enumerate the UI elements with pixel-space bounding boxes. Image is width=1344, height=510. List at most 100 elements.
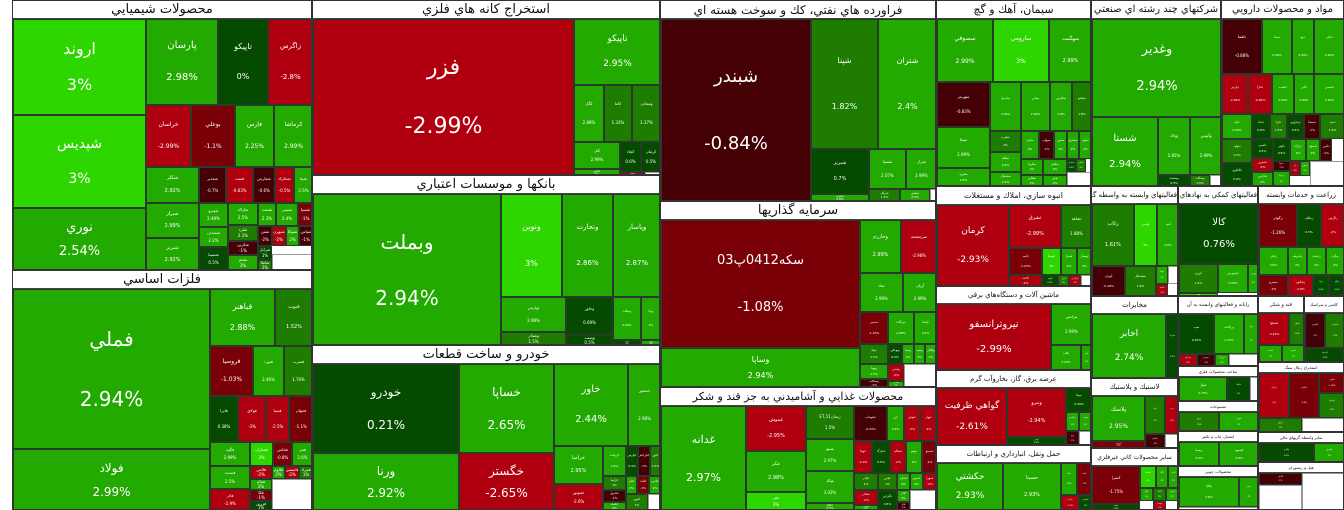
stock-tile[interactable]: دكيمي 0.5%	[1252, 139, 1273, 158]
stock-tile[interactable]: غكر 2.98%	[746, 451, 806, 492]
stock-tile[interactable]: شفن -2%	[258, 226, 272, 246]
stock-tile[interactable]: دزهراوي 0.5%	[1287, 114, 1304, 139]
stock-tile[interactable]: كرازي 2%	[1166, 488, 1177, 501]
stock-tile[interactable]: گواهي ظرفيت -2.61%	[937, 388, 1007, 444]
stock-tile[interactable]: نماد 2.99%	[860, 273, 903, 312]
stock-tile[interactable]: چدن 2%	[1239, 477, 1257, 507]
stock-tile[interactable]: غشهداب -0.03%	[854, 406, 887, 441]
stock-tile[interactable]: كخاك 1%	[1153, 488, 1166, 501]
sector-title[interactable]: سرمايه گذاريها	[661, 202, 935, 220]
stock-tile[interactable]: پارتا 1%	[1145, 396, 1165, 434]
stock-tile[interactable]: غپينو 2%	[906, 441, 922, 473]
sector-title[interactable]: زراعت و خدمات وابسته	[1259, 187, 1343, 204]
stock-tile[interactable]: شاراك 2.5%	[228, 203, 258, 225]
stock-tile[interactable]: دتماد 0.6%	[1252, 114, 1270, 139]
stock-tile[interactable]: سشمال 2.9%	[990, 172, 1021, 185]
stock-tile[interactable]: فجر 2.6%	[292, 442, 311, 466]
sector-title[interactable]: حمل ونقل، انبارداري و ارتباطات	[937, 446, 1090, 463]
stock-tile[interactable]: سخاش 0.5%	[1067, 159, 1076, 172]
stock-tile[interactable]: ورنا 2.92%	[313, 453, 459, 509]
stock-tile[interactable]: فروسيا -1.03%	[210, 346, 253, 396]
sector-title[interactable]: استخراج كانه هاي فلزي	[313, 1, 659, 19]
stock-tile[interactable]: سدور 2%	[1054, 131, 1067, 159]
stock-tile[interactable]: شجم 2%	[228, 255, 258, 269]
stock-tile[interactable]: فايرا 0.38%	[210, 396, 238, 442]
stock-tile[interactable]: ثزاگرس -2%	[1069, 275, 1081, 285]
stock-tile[interactable]: دامين -1%	[1320, 139, 1332, 161]
stock-tile[interactable]: ثنام3%	[1179, 293, 1218, 295]
stock-tile[interactable]: تاپيكو 2.95%	[574, 19, 659, 85]
stock-tile[interactable]: خريخت 2.6%	[603, 446, 626, 476]
sector-title[interactable]: خودرو و ساخت قطعات	[313, 346, 659, 364]
stock-tile[interactable]: ثاخت -2%	[1009, 275, 1042, 285]
stock-tile[interactable]: فسبا -2.5%	[266, 396, 289, 442]
stock-tile[interactable]: حفاري -1.08%	[1319, 373, 1343, 393]
stock-tile[interactable]: وكغدير 2%	[888, 381, 904, 386]
stock-tile[interactable]: دشيمي 2.99%	[1314, 74, 1343, 114]
stock-tile[interactable]: فجام 2%	[250, 479, 272, 490]
sector-title[interactable]: ماشين آلات و دستگاه‌هاي برقي	[937, 287, 1090, 304]
stock-tile[interactable]: وپارس 2.98%	[501, 297, 566, 332]
stock-tile[interactable]: غويتا -2.9%	[854, 441, 872, 473]
sector-title[interactable]: استخراج زغال سنگ	[1259, 363, 1343, 373]
stock-tile[interactable]: خراسان -2.99%	[146, 105, 191, 167]
stock-tile[interactable]: شراز 2.99%	[906, 149, 935, 189]
stock-tile[interactable]: سنير 2%	[1043, 175, 1067, 185]
stock-tile[interactable]: كيسون 2.6%	[1219, 442, 1257, 465]
stock-tile[interactable]: كچاد 0.6%	[620, 142, 641, 172]
sector-title[interactable]: شركتهاي چند رشته اي صنعتي	[1092, 1, 1220, 19]
stock-tile[interactable]: قمرو 2%	[1282, 345, 1303, 361]
stock-tile[interactable]: وغدير 2.94%	[1092, 19, 1220, 117]
stock-tile[interactable]: سيلام 2.9%	[990, 152, 1021, 172]
stock-tile[interactable]: ولشرق 2%	[1314, 443, 1343, 461]
stock-tile[interactable]: خساپا 2.65%	[459, 364, 554, 453]
stock-tile[interactable]: ثالوند 0.5%	[1042, 275, 1058, 285]
stock-tile[interactable]: فسرب 1.76%	[284, 346, 311, 396]
sector-title[interactable]: ساير واسطه گريهاي مالي	[1259, 433, 1343, 443]
stock-tile[interactable]: كسعدي 1.5%	[1325, 313, 1343, 348]
stock-tile[interactable]: بپاس 0.5%	[1007, 437, 1066, 444]
stock-tile[interactable]: بزاگرس 2%	[1066, 412, 1079, 431]
stock-tile[interactable]: وآتوس 2.99%	[1190, 117, 1220, 175]
stock-tile[interactable]: فسديد 2.5%	[210, 466, 250, 489]
stock-tile[interactable]: فاذر -2.9%	[210, 489, 250, 509]
stock-tile[interactable]: شصدف 2.2%	[199, 227, 228, 247]
stock-tile[interactable]: وخاور 0.69%	[566, 297, 613, 335]
stock-tile[interactable]: كنل 2.99%	[574, 142, 620, 169]
stock-tile[interactable]: غشاذر -2%	[854, 490, 878, 505]
stock-tile[interactable]: وغدير -2%	[888, 364, 904, 381]
stock-tile[interactable]: وپايا 2%	[641, 297, 659, 340]
stock-tile[interactable]: وسكاب 1.5%	[1190, 175, 1210, 185]
stock-tile[interactable]: زشگون -2.6%	[1288, 275, 1313, 295]
stock-tile[interactable]: غسالم -2%	[890, 441, 906, 473]
stock-tile[interactable]: خگستر -2.65%	[459, 453, 554, 509]
sector-title[interactable]: فعاليتهاي وابسته به واسطه گري هاي مالي	[1092, 187, 1177, 204]
stock-tile[interactable]: شبريز 0.7%	[811, 149, 869, 194]
stock-tile[interactable]: دبيو 2.99%	[1292, 19, 1314, 74]
stock-tile[interactable]: شپاس 2.5%	[900, 189, 930, 200]
stock-tile[interactable]: ولبمن 3%	[1134, 204, 1157, 266]
stock-tile[interactable]: فلوله 1%	[1227, 377, 1250, 400]
stock-tile[interactable]: ودي 1%	[613, 340, 641, 344]
stock-tile[interactable]: كساوه 3%	[1140, 466, 1156, 488]
stock-tile[interactable]: فنفت -0.83%	[226, 167, 253, 203]
stock-tile[interactable]: شلرد 2.1%	[228, 225, 258, 241]
stock-tile[interactable]: وآفري 0.5%	[1259, 443, 1314, 461]
stock-tile[interactable]: فولاد 2.99%	[13, 449, 210, 509]
stock-tile[interactable]: بترانس 2.99%	[1051, 304, 1090, 345]
stock-tile[interactable]: فزر -2.99%	[313, 19, 574, 174]
stock-tile[interactable]: كگاز 2%	[1156, 466, 1168, 488]
sector-title[interactable]: كاشي و سراميك	[1305, 297, 1343, 313]
stock-tile[interactable]: سرچشمه -2.98%	[901, 220, 935, 273]
stock-tile[interactable]: رتكو 2%	[1244, 314, 1257, 354]
stock-tile[interactable]: سكه0412پ03 -1.08%	[661, 220, 860, 348]
stock-tile[interactable]: سغرب 1%	[990, 131, 1021, 152]
sector-title[interactable]: ساير محصولات كاني غيرفلزي	[1092, 449, 1177, 466]
stock-tile[interactable]: ختور 1.5%	[650, 446, 659, 476]
stock-tile[interactable]: اميد 2.6%	[1157, 204, 1177, 266]
stock-tile[interactable]: شفارس -0.6%	[253, 167, 275, 203]
stock-tile[interactable]: بورس 2%	[1248, 264, 1257, 293]
stock-tile[interactable]: چكاپا 2.6%	[1179, 477, 1239, 507]
stock-tile[interactable]: پاكشو -1%	[1145, 434, 1165, 447]
stock-tile[interactable]: وتبرو -2.94%	[1007, 388, 1066, 437]
